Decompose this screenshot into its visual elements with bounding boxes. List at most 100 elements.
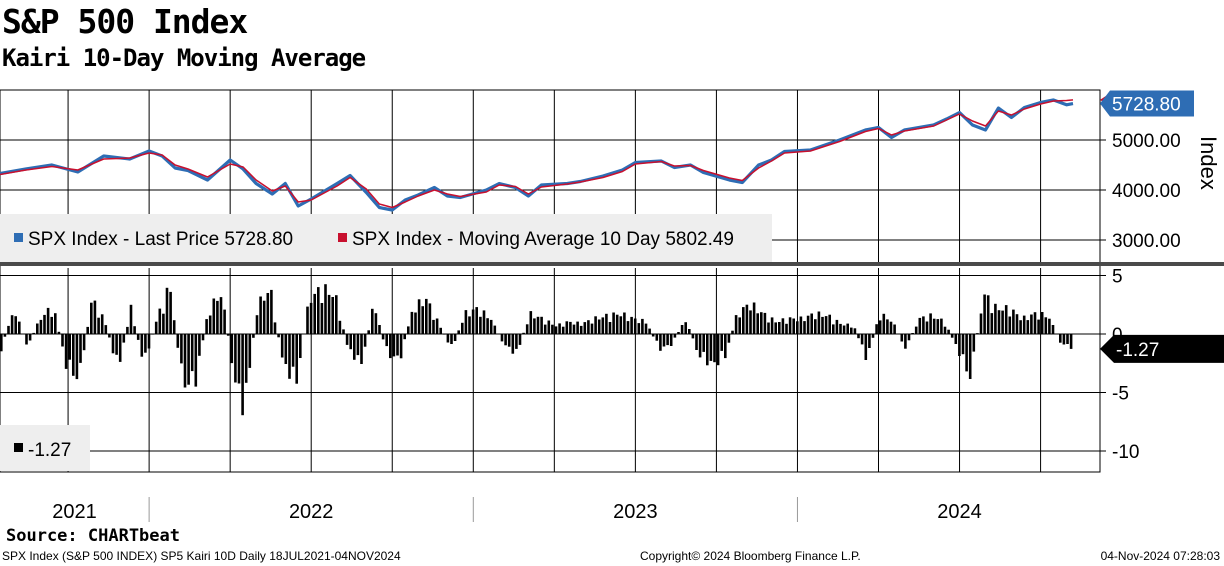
moving-average-line <box>0 99 1074 209</box>
kairi-bar <box>277 334 280 338</box>
kairi-bar <box>637 323 641 334</box>
x-axis-year-label: 2021 <box>52 501 97 523</box>
kairi-bar <box>284 334 288 364</box>
kairi-bar <box>994 303 997 334</box>
kairi-bar <box>958 334 961 356</box>
kairi-bar <box>500 334 504 342</box>
kairi-bar <box>886 319 889 334</box>
kairi-bar <box>118 334 122 362</box>
kairi-bar <box>911 333 914 334</box>
kairi-bar <box>36 323 39 334</box>
top-y-tick-label: 4000.00 <box>1112 181 1181 202</box>
kairi-bar <box>551 324 554 334</box>
kairi-bar <box>972 334 976 352</box>
kairi-bar <box>796 321 799 334</box>
legend-label-ma: SPX Index - Moving Average 10 Day 5802.4… <box>352 229 734 250</box>
kairi-bar <box>381 334 385 340</box>
kairi-bar <box>940 318 943 334</box>
kairi-bar <box>688 329 691 334</box>
kairi-bar <box>677 332 680 334</box>
kairi-bar <box>435 318 439 334</box>
kairi-bar <box>309 302 313 334</box>
kairi-bar <box>262 300 266 334</box>
kairi-bar <box>43 314 46 334</box>
kairi-bar <box>572 324 576 334</box>
kairi-bar <box>1008 316 1012 334</box>
kairi-bar <box>1026 320 1030 334</box>
kairi-bar <box>868 334 871 348</box>
kairi-bar <box>1048 318 1051 334</box>
kairi-bar <box>273 322 277 334</box>
kairi-bar <box>965 334 968 372</box>
kairi-bar <box>576 321 579 334</box>
kairi-bar <box>194 334 198 387</box>
top-y-tick-label: 3000.00 <box>1112 231 1181 252</box>
kairi-bar <box>986 295 990 334</box>
kairi-bar <box>882 313 886 334</box>
kairi-bar <box>698 334 702 358</box>
kairi-bar <box>907 334 911 341</box>
kairi-bar <box>1012 309 1015 334</box>
kairi-bar <box>871 334 875 338</box>
kairi-bar <box>691 334 695 339</box>
kairi-bar <box>158 308 162 334</box>
kairi-bar <box>781 318 785 334</box>
kairi-bar <box>39 319 43 334</box>
kairi-bar <box>302 333 306 335</box>
kairi-bar <box>522 332 525 334</box>
kairi-bar <box>547 320 551 334</box>
kairi-bar <box>230 334 234 364</box>
kairi-bar <box>421 306 424 334</box>
kairi-bar <box>716 334 720 366</box>
price-last-value: 5728.80 <box>1112 95 1181 116</box>
kairi-bar <box>842 325 846 334</box>
kairi-bar <box>760 312 763 334</box>
kairi-bar <box>266 293 270 334</box>
kairi-bar <box>306 306 309 334</box>
kairi-bar <box>655 334 659 341</box>
kairi-bar <box>72 334 75 376</box>
kairi-bar <box>176 334 180 348</box>
kairi-bar <box>778 322 781 334</box>
kairi-bar <box>3 334 7 337</box>
kairi-bar <box>745 304 749 334</box>
kairi-bar <box>21 333 25 335</box>
kairi-last-marker <box>1100 334 1224 363</box>
kairi-bar <box>846 323 849 334</box>
kairi-bar <box>446 334 450 343</box>
kairi-bar <box>14 316 17 334</box>
kairi-bar <box>727 334 731 343</box>
kairi-bar <box>810 313 813 334</box>
kairi-bar <box>172 320 176 334</box>
kairi-bar <box>536 316 540 334</box>
kairi-bar <box>353 334 356 360</box>
kairi-bar <box>763 312 767 334</box>
kairi-bar <box>583 322 587 334</box>
x-axis-year-label: 2023 <box>613 501 658 523</box>
kairi-bar <box>28 334 32 341</box>
x-axis-year-label: 2024 <box>937 501 982 523</box>
kairi-bar <box>684 322 687 334</box>
kairi-bar <box>457 330 460 334</box>
kairi-bar <box>605 313 608 334</box>
kairi-bar <box>205 319 208 334</box>
kairi-bar <box>724 334 727 359</box>
kairi-bar <box>86 326 89 334</box>
kairi-bar <box>10 315 14 334</box>
legend-swatch-ma <box>338 233 347 242</box>
kairi-bar <box>299 334 302 358</box>
kairi-bar <box>774 322 777 334</box>
kairi-bar <box>497 333 500 335</box>
kairi-bar <box>414 312 417 334</box>
kairi-bar <box>7 325 10 334</box>
kairi-bar <box>515 334 518 349</box>
kairi-bar <box>425 298 428 334</box>
kairi-bar <box>115 334 118 355</box>
kairi-bar <box>68 334 71 360</box>
kairi-bar <box>680 325 684 334</box>
kairi-bar <box>208 315 212 334</box>
kairi-bar <box>1015 314 1019 334</box>
kairi-bar <box>529 311 533 334</box>
kairi-bar <box>619 316 623 334</box>
